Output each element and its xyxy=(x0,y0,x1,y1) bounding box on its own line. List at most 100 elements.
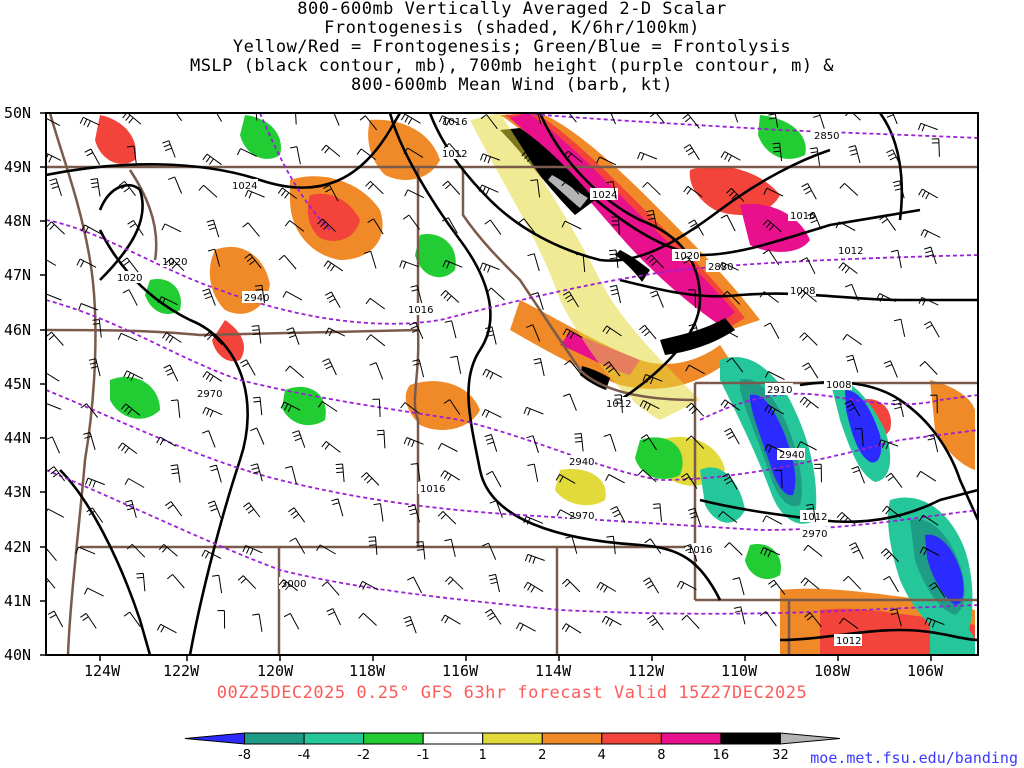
wind-barb xyxy=(292,430,306,448)
wind-barb xyxy=(485,326,497,345)
wind-barb xyxy=(683,544,698,562)
wind-barb xyxy=(83,432,96,450)
wind-barb xyxy=(885,472,903,488)
wind-barb xyxy=(639,400,660,411)
wind-barb xyxy=(480,153,500,164)
wind-barb xyxy=(333,113,340,126)
wind-barb xyxy=(46,259,57,266)
wind-barb xyxy=(638,324,657,340)
wind-barb xyxy=(646,614,664,631)
wind-barb xyxy=(438,115,459,126)
wind-barb xyxy=(331,498,344,517)
wind-barb xyxy=(889,608,902,627)
wind-barb xyxy=(642,181,661,196)
wind-barb xyxy=(242,222,260,237)
title-line: 800-600mb Vertically Averaged 2-D Scalar xyxy=(297,0,727,19)
wind-barb xyxy=(688,507,701,526)
wind-barb xyxy=(127,219,144,236)
wind-barb xyxy=(606,535,616,555)
wind-barb xyxy=(157,296,178,306)
wind-barb xyxy=(358,580,379,591)
wind-barb xyxy=(78,303,99,311)
wind-barb xyxy=(201,549,222,560)
svg-text:2940: 2940 xyxy=(779,450,804,461)
wind-barb xyxy=(720,151,741,162)
wind-barb xyxy=(924,617,945,628)
wind-barb xyxy=(46,221,65,235)
wind-barb xyxy=(603,361,621,377)
wind-barb xyxy=(845,283,859,302)
wind-barb xyxy=(295,113,297,125)
wind-barb xyxy=(488,573,500,593)
wind-barb xyxy=(161,223,182,233)
wind-barb xyxy=(123,370,144,381)
wind-barb xyxy=(878,439,899,450)
credit-link[interactable]: moe.met.fsu.edu/banding xyxy=(810,749,1018,767)
height-label: 2940 xyxy=(242,291,270,304)
wind-barb xyxy=(724,542,743,556)
wind-barb xyxy=(918,514,939,526)
svg-text:1024: 1024 xyxy=(592,190,617,201)
height-label: 2910 xyxy=(765,383,793,396)
wind-barb xyxy=(763,187,784,197)
colorbar-swatch xyxy=(482,732,543,745)
wind-barb xyxy=(207,500,222,519)
wind-barb xyxy=(685,435,705,450)
lon-label: 120W xyxy=(257,662,294,680)
wind-barb xyxy=(121,257,139,273)
lon-label: 116W xyxy=(442,662,479,680)
wind-barb xyxy=(688,323,701,342)
wind-barb xyxy=(649,290,664,308)
wind-barb xyxy=(170,399,181,418)
title-line: 800-600mb Mean Wind (barb, kt) xyxy=(350,75,674,95)
svg-text:2970: 2970 xyxy=(569,511,594,522)
colorbar-tick-label: 32 xyxy=(772,748,789,763)
wind-barb xyxy=(646,209,658,229)
wind-barb xyxy=(283,612,300,630)
mslp-label: 1016 xyxy=(406,303,434,316)
wind-barb xyxy=(243,502,261,518)
wind-barb xyxy=(217,610,226,629)
wind-barb xyxy=(804,612,822,628)
wind-barb xyxy=(796,441,817,451)
colorbar: -8 -4 -2 -1 1 2 4 8 16 32 xyxy=(184,732,841,763)
wind-barb xyxy=(321,581,340,596)
wind-barb xyxy=(762,249,780,266)
wind-barb xyxy=(879,215,897,231)
wind-barb xyxy=(721,291,741,305)
wind-barb xyxy=(814,463,822,483)
wind-barb xyxy=(533,358,545,377)
wind-barb xyxy=(608,249,619,268)
wind-barb xyxy=(556,509,577,519)
wind-barb xyxy=(854,428,864,447)
wind-barb xyxy=(201,430,216,448)
wind-barb xyxy=(49,178,62,197)
wind-barb xyxy=(682,113,700,129)
wind-barb xyxy=(768,579,786,595)
wind-barb xyxy=(202,371,223,382)
wind-barb xyxy=(637,469,657,483)
colorbar-swatch xyxy=(363,732,424,745)
wind-barb xyxy=(407,504,421,523)
wind-barb xyxy=(886,149,901,167)
svg-text:2910: 2910 xyxy=(767,385,792,396)
wind-barb xyxy=(480,114,498,130)
wind-barb xyxy=(442,180,461,195)
height-contours xyxy=(46,113,978,615)
wind-barb xyxy=(759,291,779,303)
wind-barb xyxy=(799,396,819,409)
wind-barb xyxy=(46,293,62,301)
wind-barb xyxy=(156,436,176,447)
wind-barb xyxy=(718,261,739,271)
wind-barb xyxy=(440,614,461,625)
wind-barb xyxy=(797,289,817,303)
colorbar-tick-label: 16 xyxy=(713,748,730,763)
colorbar-tick-label: 4 xyxy=(598,748,606,763)
svg-text:2850: 2850 xyxy=(814,131,839,142)
wind-barb xyxy=(892,398,904,418)
wind-barb xyxy=(561,220,582,230)
wind-barb xyxy=(358,612,377,626)
wind-barb xyxy=(555,473,576,484)
wind-barb xyxy=(807,212,822,230)
wind-barb xyxy=(923,321,940,338)
